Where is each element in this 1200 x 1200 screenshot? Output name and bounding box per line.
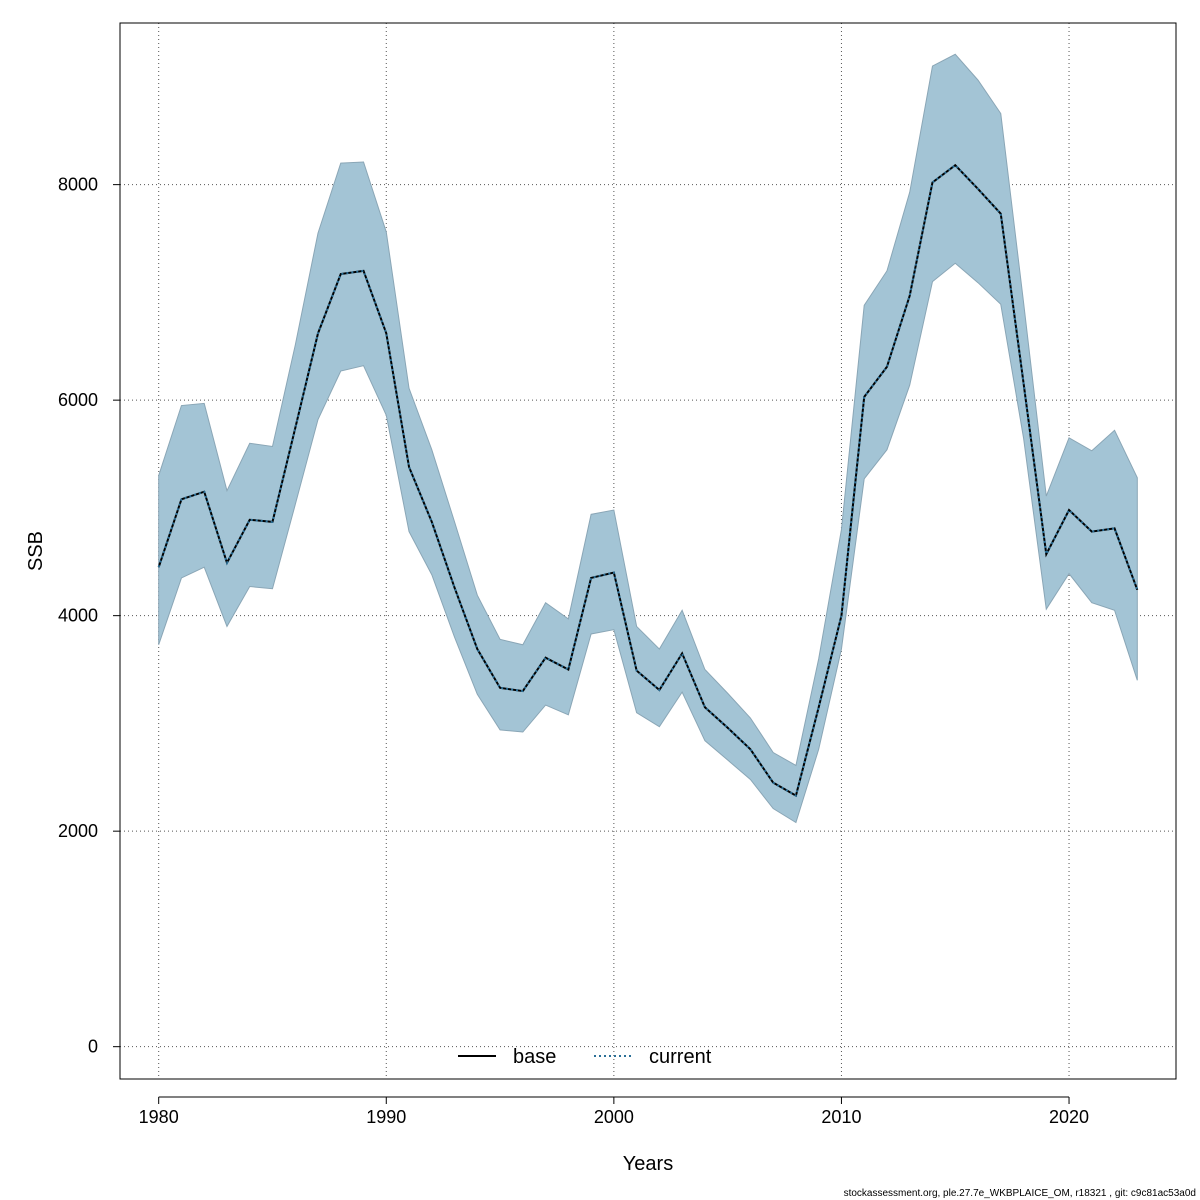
- x-tick-label: 2000: [594, 1107, 634, 1127]
- y-axis: 0 2000 4000 6000 8000: [58, 175, 121, 1057]
- x-tick-label: 2010: [821, 1107, 861, 1127]
- y-tick-label: 6000: [58, 390, 98, 410]
- footer-credit: stockassessment.org, ple.27.7e_WKBPLAICE…: [844, 1188, 1196, 1199]
- x-axis: 1980 1990 2000 2010 2020: [139, 1096, 1089, 1127]
- x-tick-label: 1980: [139, 1107, 179, 1127]
- x-tick-label: 2020: [1049, 1107, 1089, 1127]
- series-lines: [157, 163, 1139, 798]
- legend-label-base: base: [513, 1046, 556, 1068]
- y-axis-title: SSB: [25, 531, 47, 571]
- legend-label-current: current: [649, 1046, 712, 1068]
- legend: base current: [458, 1046, 712, 1068]
- y-tick-label: 8000: [58, 175, 98, 195]
- y-tick-label: 0: [88, 1037, 98, 1057]
- y-tick-label: 4000: [58, 606, 98, 626]
- confidence-band-area: [158, 53, 1138, 824]
- confidence-band: [158, 53, 1138, 824]
- y-tick-label: 2000: [58, 821, 98, 841]
- x-tick-label: 1990: [366, 1107, 406, 1127]
- x-axis-title: Years: [623, 1153, 673, 1175]
- series-line-current: [157, 163, 1139, 798]
